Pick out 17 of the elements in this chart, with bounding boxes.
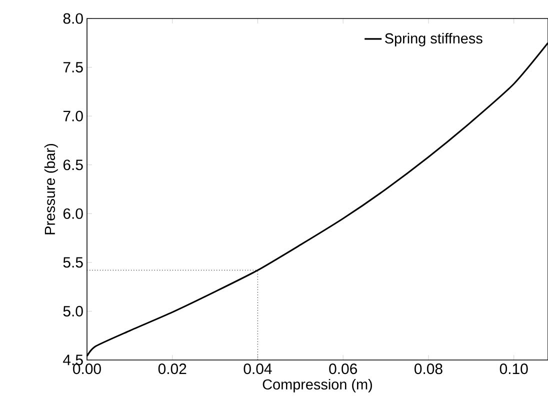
x-axis-title: Compression (m) [262,378,372,392]
y-tick-label: 5.5 [63,257,83,268]
y-axis-title: Pressure (bar) [44,144,58,234]
legend-label: Spring stiffness [385,32,482,46]
x-tick-label: 0.08 [414,364,442,374]
x-tick-label: 0.00 [73,364,101,374]
y-tick-label: 4.5 [63,354,83,366]
y-tick-label: 6.0 [63,208,83,219]
y-tick-label: 5.0 [63,306,83,316]
y-tick-label: 8.0 [63,13,83,24]
x-tick-label: 0.10 [500,364,528,374]
x-tick-label: 0.06 [329,364,357,374]
y-tick-label: 7.5 [63,62,83,72]
y-tick-label: 6.5 [63,160,83,170]
y-tick-label: 7.0 [63,110,83,122]
x-tick-label: 0.04 [244,364,272,374]
x-tick-label: 0.02 [158,364,186,374]
